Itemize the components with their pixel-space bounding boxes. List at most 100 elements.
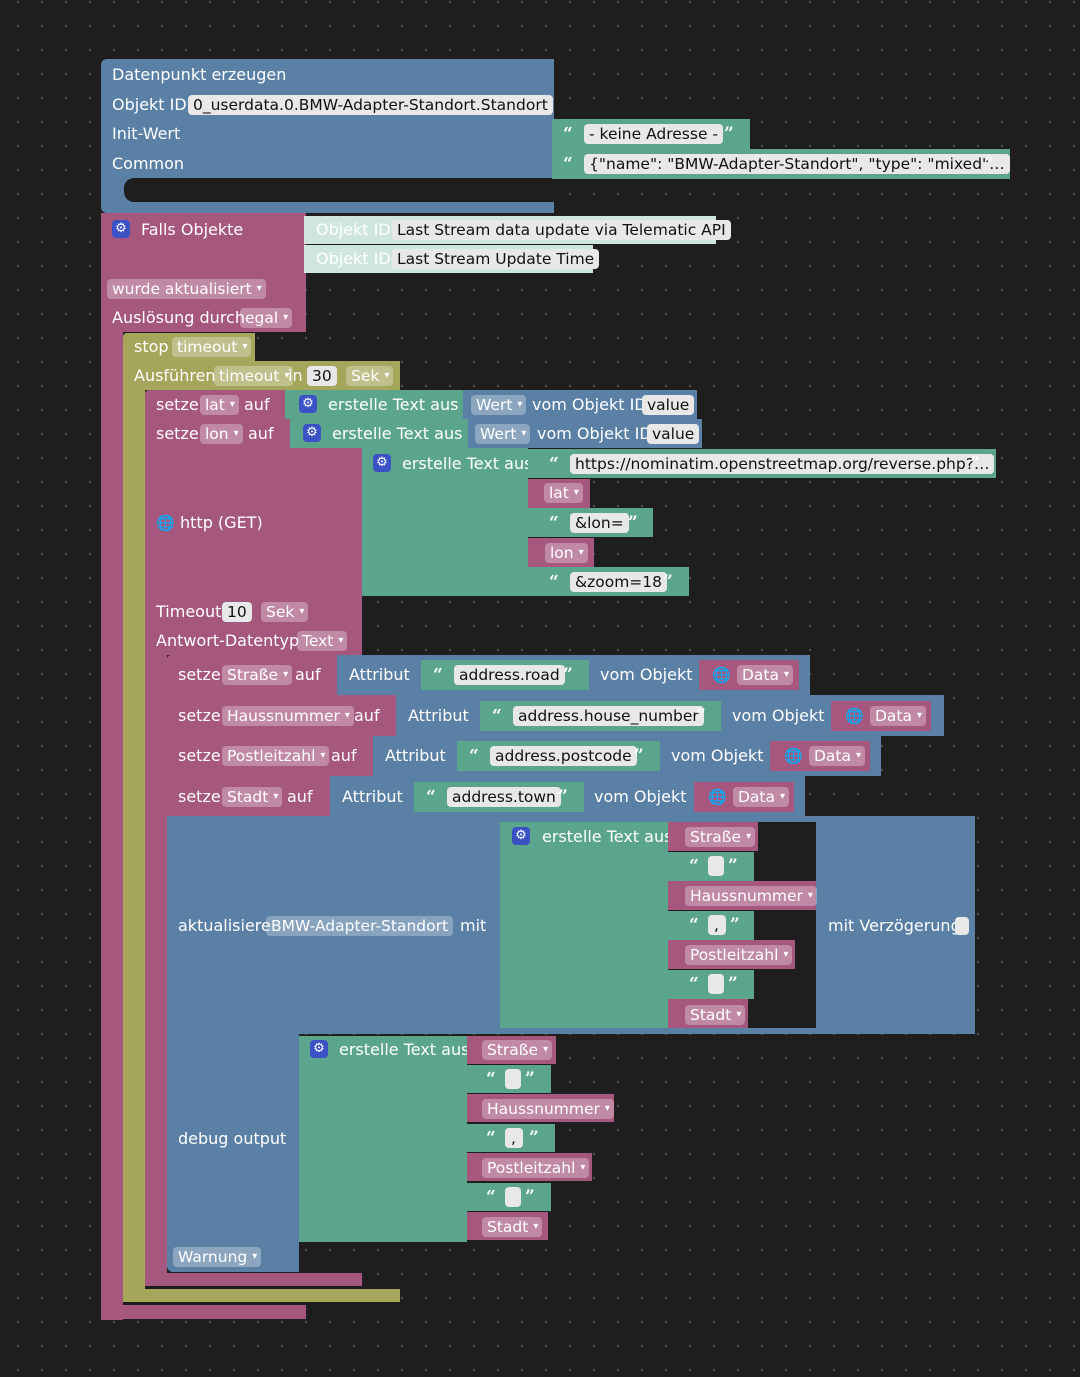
quote-open-icon: “	[492, 706, 502, 726]
postleitzahl-path-field[interactable]: address.postcode	[490, 746, 637, 766]
gear-icon[interactable]: ⚙	[112, 220, 130, 238]
create-objekt-id-label: Objekt ID	[112, 95, 187, 114]
stop-label: stop	[134, 337, 169, 356]
setze-haussnummer-variable-dropdown[interactable]: Haussnummer	[222, 706, 354, 726]
url-text-block[interactable]	[362, 448, 528, 596]
create-objekt-id-field[interactable]: 0_userdata.0.BMW-Adapter-Standort.Stando…	[188, 95, 553, 115]
lon-text-label: erstelle Text aus	[332, 424, 463, 443]
vom-objekt-label: vom Objekt	[594, 787, 687, 806]
update-comma-field[interactable]: ,	[708, 915, 726, 935]
quote-close-icon: ”	[984, 154, 994, 174]
quote-close-icon: ”	[724, 124, 734, 144]
gear-icon[interactable]: ⚙	[512, 827, 530, 845]
update-strasse-dropdown[interactable]: Straße	[685, 827, 756, 847]
setze-strasse-variable-dropdown[interactable]: Straße	[222, 665, 293, 685]
http-timeout-field[interactable]: 10	[222, 602, 252, 622]
debug-haussnummer-dropdown[interactable]: Haussnummer	[482, 1099, 614, 1119]
attribut-label: Attribut	[342, 787, 403, 806]
trigger-object-label: Objekt ID	[316, 249, 391, 268]
attribut-label: Attribut	[385, 746, 446, 765]
run-unit-dropdown[interactable]: Sek	[346, 366, 394, 386]
gear-icon[interactable]: ⚙	[303, 424, 321, 442]
attribut-label: Attribut	[349, 665, 410, 684]
debug-space-1-field[interactable]	[505, 1069, 521, 1089]
url-base-field[interactable]: https://nominatim.openstreetmap.org/reve…	[570, 454, 995, 474]
update-space-2-field[interactable]	[708, 974, 724, 994]
vom-objekt-label: vom Objekt	[671, 746, 764, 765]
postleitzahl-data-dropdown[interactable]: Data	[809, 746, 866, 766]
lon-vom-label: vom Objekt ID	[537, 424, 652, 443]
common-text-field[interactable]: {"name": "BMW-Adapter-Standort", "type":…	[584, 154, 1010, 174]
debug-text-block[interactable]	[299, 1036, 467, 1242]
http-get-bottom	[145, 1273, 362, 1286]
auf-label: auf	[248, 424, 274, 443]
url-lon-param-field[interactable]: &lon=	[570, 513, 629, 533]
quote-close-icon: ”	[634, 746, 644, 766]
strasse-data-dropdown[interactable]: Data	[737, 665, 794, 685]
setze-stadt-variable-dropdown[interactable]: Stadt	[222, 787, 283, 807]
run-delay-field[interactable]: 30	[307, 366, 337, 386]
vom-objekt-label: vom Objekt	[732, 706, 825, 725]
trigger-object-2-field[interactable]: Last Stream Update Time	[392, 249, 600, 269]
update-postleitzahl-dropdown[interactable]: Postleitzahl	[685, 945, 793, 965]
run-in-label: in	[288, 366, 303, 385]
update-mit-label: mit	[460, 916, 487, 935]
setze-postleitzahl-variable-dropdown[interactable]: Postleitzahl	[222, 746, 330, 766]
haussnummer-path-field[interactable]: address.house_number	[513, 706, 704, 726]
debug-strasse-dropdown[interactable]: Straße	[482, 1040, 553, 1060]
http-timeout-unit-dropdown[interactable]: Sek	[261, 602, 309, 622]
init-text-field[interactable]: - keine Adresse -	[584, 124, 724, 144]
debug-postleitzahl-dropdown[interactable]: Postleitzahl	[482, 1158, 590, 1178]
lat-vom-label: vom Objekt ID	[532, 395, 647, 414]
quote-close-icon: ”	[970, 454, 980, 474]
update-delay-checkbox[interactable]	[955, 917, 969, 935]
trigger-object-1-field[interactable]: Last Stream data update via Telematic AP…	[392, 220, 731, 240]
setze-lat-variable-dropdown[interactable]: lat	[200, 395, 239, 415]
stadt-data-dropdown[interactable]: Data	[733, 787, 790, 807]
url-zoom-field[interactable]: &zoom=18	[570, 572, 667, 592]
update-haussnummer-dropdown[interactable]: Haussnummer	[685, 886, 817, 906]
trigger-condition-dropdown[interactable]: wurde aktualisiert	[107, 279, 266, 299]
auf-label: auf	[331, 746, 357, 765]
haussnummer-data-dropdown[interactable]: Data	[870, 706, 927, 726]
quote-open-icon: “	[549, 572, 559, 592]
update-stadt-dropdown[interactable]: Stadt	[685, 1005, 746, 1025]
auf-label: auf	[244, 395, 270, 414]
debug-space-2-field[interactable]	[505, 1187, 521, 1207]
update-target-field[interactable]: BMW-Adapter-Standort	[266, 916, 454, 936]
url-lon-dropdown[interactable]: lon	[545, 543, 588, 563]
http-get-block[interactable]	[145, 448, 362, 655]
setze-label: setze	[178, 706, 221, 725]
debug-block[interactable]	[167, 1034, 299, 1272]
quote-close-icon: ”	[558, 787, 568, 807]
lon-wert-dropdown[interactable]: Wert	[475, 424, 531, 444]
http-timeout-label: Timeout	[156, 602, 222, 621]
stadt-path-field[interactable]: address.town	[447, 787, 561, 807]
lon-object-field[interactable]: value	[647, 424, 700, 444]
gear-icon[interactable]: ⚙	[310, 1040, 328, 1058]
create-datapoint-title: Datenpunkt erzeugen	[112, 65, 287, 84]
http-get-spine	[145, 655, 167, 1285]
debug-comma-field[interactable]: ,	[505, 1128, 523, 1148]
strasse-path-field[interactable]: address.road	[454, 665, 565, 685]
update-space-1-field[interactable]	[708, 856, 724, 876]
gear-icon[interactable]: ⚙	[373, 454, 391, 472]
update-text-block[interactable]	[500, 822, 668, 1028]
url-lat-dropdown[interactable]: lat	[544, 483, 583, 503]
lat-object-field[interactable]: value	[642, 395, 695, 415]
gear-icon[interactable]: ⚙	[299, 395, 317, 413]
setze-lon-variable-dropdown[interactable]: lon	[200, 424, 243, 444]
http-type-dropdown[interactable]: Text	[297, 631, 348, 651]
auf-label: auf	[354, 706, 380, 725]
debug-stadt-dropdown[interactable]: Stadt	[482, 1217, 543, 1237]
stop-timeout-dropdown[interactable]: timeout	[172, 337, 252, 357]
trigger-ausloesung-dropdown[interactable]: egal	[240, 308, 293, 328]
quote-close-icon: ”	[529, 1128, 539, 1148]
update-delay-label: mit Verzögerung	[828, 916, 961, 935]
quote-open-icon: “	[433, 665, 443, 685]
debug-level-dropdown[interactable]: Warnung	[173, 1247, 262, 1267]
attribut-label: Attribut	[408, 706, 469, 725]
run-timeout-dropdown[interactable]: timeout	[214, 366, 294, 386]
lat-wert-dropdown[interactable]: Wert	[471, 395, 527, 415]
